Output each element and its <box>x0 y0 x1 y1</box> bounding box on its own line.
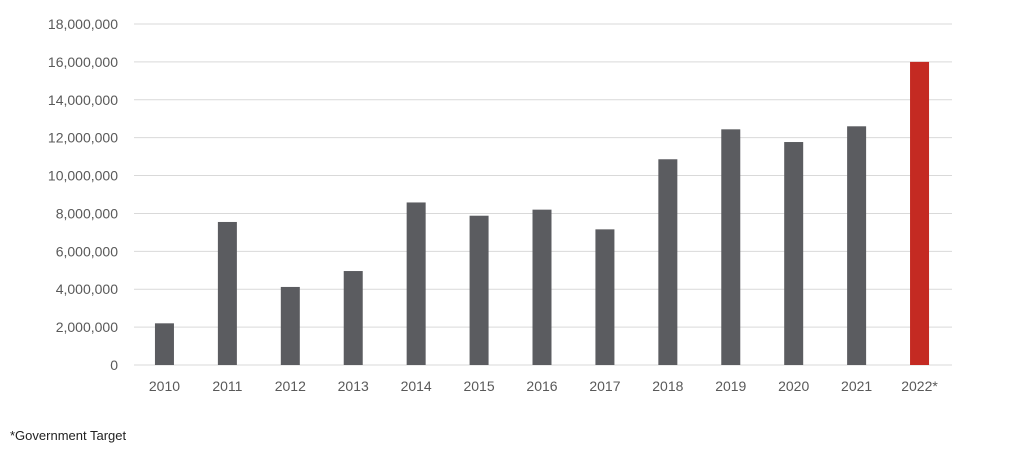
x-tick-label: 2012 <box>275 378 306 394</box>
bar-2011 <box>217 221 237 365</box>
x-tick-label: 2015 <box>463 378 494 394</box>
bar-2013 <box>343 271 363 365</box>
y-tick-label: 16,000,000 <box>48 54 118 70</box>
x-tick-label: 2013 <box>338 378 369 394</box>
y-tick-label: 10,000,000 <box>48 168 118 184</box>
x-tick-label: 2019 <box>715 378 746 394</box>
footnote: *Government Target <box>10 428 127 443</box>
bar-2020 <box>784 142 804 365</box>
x-tick-label: 2011 <box>212 378 242 394</box>
y-tick-label: 12,000,000 <box>48 130 118 146</box>
y-tick-label: 6,000,000 <box>56 243 118 259</box>
bar-2016 <box>532 209 552 365</box>
y-tick-label: 14,000,000 <box>48 92 118 108</box>
bar-2021 <box>847 126 867 365</box>
bar-2014 <box>406 202 426 365</box>
x-tick-label: 2020 <box>778 378 809 394</box>
x-tick-label: 2016 <box>526 378 557 394</box>
y-tick-label: 18,000,000 <box>48 16 118 32</box>
y-tick-label: 8,000,000 <box>56 205 118 221</box>
bar-2019 <box>721 129 741 365</box>
y-tick-label: 0 <box>110 357 118 373</box>
bar-2018 <box>658 159 678 365</box>
bar-2017 <box>595 229 615 365</box>
x-tick-label: 2021 <box>841 378 872 394</box>
bar-2022 <box>910 61 930 366</box>
bar-2010 <box>154 323 174 365</box>
x-tick-label: 2018 <box>652 378 683 394</box>
x-tick-label: 2017 <box>589 378 620 394</box>
bar-2015 <box>469 215 489 365</box>
x-tick-label: 2022* <box>901 378 938 394</box>
x-tick-label: 2014 <box>401 378 432 394</box>
y-tick-label: 2,000,000 <box>56 319 118 335</box>
bar-2012 <box>280 286 300 365</box>
x-tick-label: 2010 <box>149 378 180 394</box>
y-tick-label: 4,000,000 <box>56 281 118 297</box>
